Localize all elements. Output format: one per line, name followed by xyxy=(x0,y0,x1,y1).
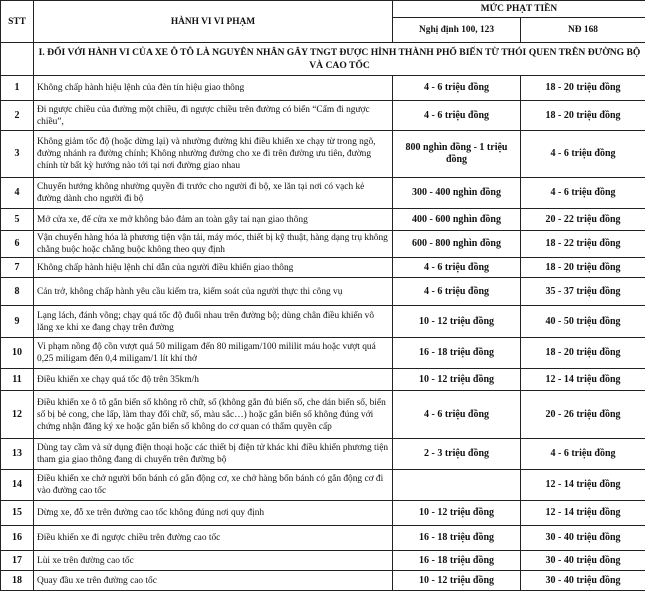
row-fine-new: 20 - 22 triệu đồng xyxy=(521,209,645,231)
row-stt: 6 xyxy=(1,231,34,258)
row-behavior: Không chấp hành hiệu lệnh chỉ dẫn của ng… xyxy=(34,258,393,278)
row-behavior: Cản trở, không chấp hành yêu cầu kiểm tr… xyxy=(34,278,393,306)
row-stt: 1 xyxy=(1,76,34,101)
row-fine-old: 16 - 18 triệu đồng xyxy=(393,338,521,369)
row-behavior: Không chấp hành hiệu lệnh của đèn tín hi… xyxy=(34,76,393,101)
row-fine-new: 30 - 40 triệu đồng xyxy=(521,526,645,551)
row-stt: 8 xyxy=(1,278,34,306)
row-fine-old: 4 - 6 triệu đồng xyxy=(393,391,521,439)
row-fine-old: 800 nghìn đồng - 1 triệu đồng xyxy=(393,131,521,178)
row-stt: 7 xyxy=(1,258,34,278)
row-fine-new: 40 - 50 triệu đồng xyxy=(521,306,645,338)
row-behavior: Quay đầu xe trên đường cao tốc xyxy=(34,571,393,591)
row-stt: 14 xyxy=(1,470,34,501)
row-fine-old xyxy=(393,470,521,501)
row-stt: 4 xyxy=(1,178,34,209)
row-stt: 12 xyxy=(1,391,34,439)
row-fine-old: 10 - 12 triệu đồng xyxy=(393,501,521,526)
row-fine-new: 12 - 14 triệu đồng xyxy=(521,501,645,526)
row-fine-old: 10 - 12 triệu đồng xyxy=(393,571,521,591)
row-fine-new: 18 - 20 triệu đồng xyxy=(521,338,645,369)
row-fine-old: 4 - 6 triệu đồng xyxy=(393,258,521,278)
row-behavior: Điều khiển xe đi ngược chiều trên đường … xyxy=(34,526,393,551)
row-fine-new: 12 - 14 triệu đồng xyxy=(521,369,645,391)
row-fine-old: 4 - 6 triệu đồng xyxy=(393,76,521,101)
header-col-new: NĐ 168 xyxy=(521,18,645,43)
row-fine-old: 4 - 6 triệu đồng xyxy=(393,101,521,131)
row-behavior: Đi ngược chiều của đường một chiều, đi n… xyxy=(34,101,393,131)
row-fine-old: 16 - 18 triệu đồng xyxy=(393,526,521,551)
row-fine-new: 4 - 6 triệu đồng xyxy=(521,131,645,178)
row-fine-new: 30 - 40 triệu đồng xyxy=(521,571,645,591)
row-fine-old: 10 - 12 triệu đồng xyxy=(393,369,521,391)
row-fine-new: 18 - 20 triệu đồng xyxy=(521,76,645,101)
row-fine-old: 10 - 12 triệu đồng xyxy=(393,306,521,338)
row-fine-old: 400 - 600 nghìn đồng xyxy=(393,209,521,231)
row-behavior: Điều khiển xe ô tô gắn biển số không rõ … xyxy=(34,391,393,439)
header-behavior: HÀNH VI VI PHẠM xyxy=(34,1,393,43)
row-behavior: Vi phạm nồng độ cồn vượt quá 50 miligam … xyxy=(34,338,393,369)
header-col-old: Nghị định 100, 123 xyxy=(393,18,521,43)
row-behavior: Mở cửa xe, để cửa xe mở không bảo đảm an… xyxy=(34,209,393,231)
row-stt: 16 xyxy=(1,526,34,551)
row-fine-new: 35 - 37 triệu đồng xyxy=(521,278,645,306)
row-fine-new: 18 - 20 triệu đồng xyxy=(521,258,645,278)
row-behavior: Điều khiển xe chạy quá tốc độ trên 35km/… xyxy=(34,369,393,391)
section-title: I. ĐỐI VỚI HÀNH VI CỦA XE Ô TÔ LÀ NGUYÊN… xyxy=(34,43,645,76)
row-fine-old: 16 - 18 triệu đồng xyxy=(393,551,521,571)
row-fine-new: 18 - 22 triệu đồng xyxy=(521,231,645,258)
row-stt: 9 xyxy=(1,306,34,338)
header-stt: STT xyxy=(1,1,34,43)
row-stt: 17 xyxy=(1,551,34,571)
row-stt: 2 xyxy=(1,101,34,131)
row-stt: 13 xyxy=(1,439,34,470)
row-behavior: Dùng tay cầm và sử dụng điện thoại hoặc … xyxy=(34,439,393,470)
row-behavior: Vận chuyển hàng hóa là phương tiện vận t… xyxy=(34,231,393,258)
row-behavior: Lùi xe trên đường cao tốc xyxy=(34,551,393,571)
row-fine-old: 2 - 3 triệu đồng xyxy=(393,439,521,470)
row-fine-new: 12 - 14 triệu đồng xyxy=(521,470,645,501)
row-stt: 18 xyxy=(1,571,34,591)
row-stt: 15 xyxy=(1,501,34,526)
row-fine-old: 4 - 6 triệu đồng xyxy=(393,278,521,306)
section-stt xyxy=(1,43,34,76)
row-stt: 3 xyxy=(1,131,34,178)
header-fine-group: MỨC PHẠT TIỀN xyxy=(393,1,645,18)
row-fine-new: 4 - 6 triệu đồng xyxy=(521,178,645,209)
row-fine-new: 30 - 40 triệu đồng xyxy=(521,551,645,571)
row-fine-old: 600 - 800 nghìn đồng xyxy=(393,231,521,258)
row-stt: 11 xyxy=(1,369,34,391)
row-behavior: Dừng xe, đỗ xe trên đường cao tốc không … xyxy=(34,501,393,526)
row-fine-new: 4 - 6 triệu đồng xyxy=(521,439,645,470)
row-behavior: Không giảm tốc độ (hoặc dừng lại) và như… xyxy=(34,131,393,178)
row-behavior: Lạng lách, đánh võng; chạy quá tốc độ đu… xyxy=(34,306,393,338)
row-behavior: Điều khiển xe chở người bốn bánh có gắn … xyxy=(34,470,393,501)
row-fine-old: 300 - 400 nghìn đồng xyxy=(393,178,521,209)
row-fine-new: 18 - 20 triệu đồng xyxy=(521,101,645,131)
row-stt: 5 xyxy=(1,209,34,231)
row-fine-new: 20 - 26 triệu đồng xyxy=(521,391,645,439)
row-behavior: Chuyển hướng không nhường quyền đi trước… xyxy=(34,178,393,209)
row-stt: 10 xyxy=(1,338,34,369)
